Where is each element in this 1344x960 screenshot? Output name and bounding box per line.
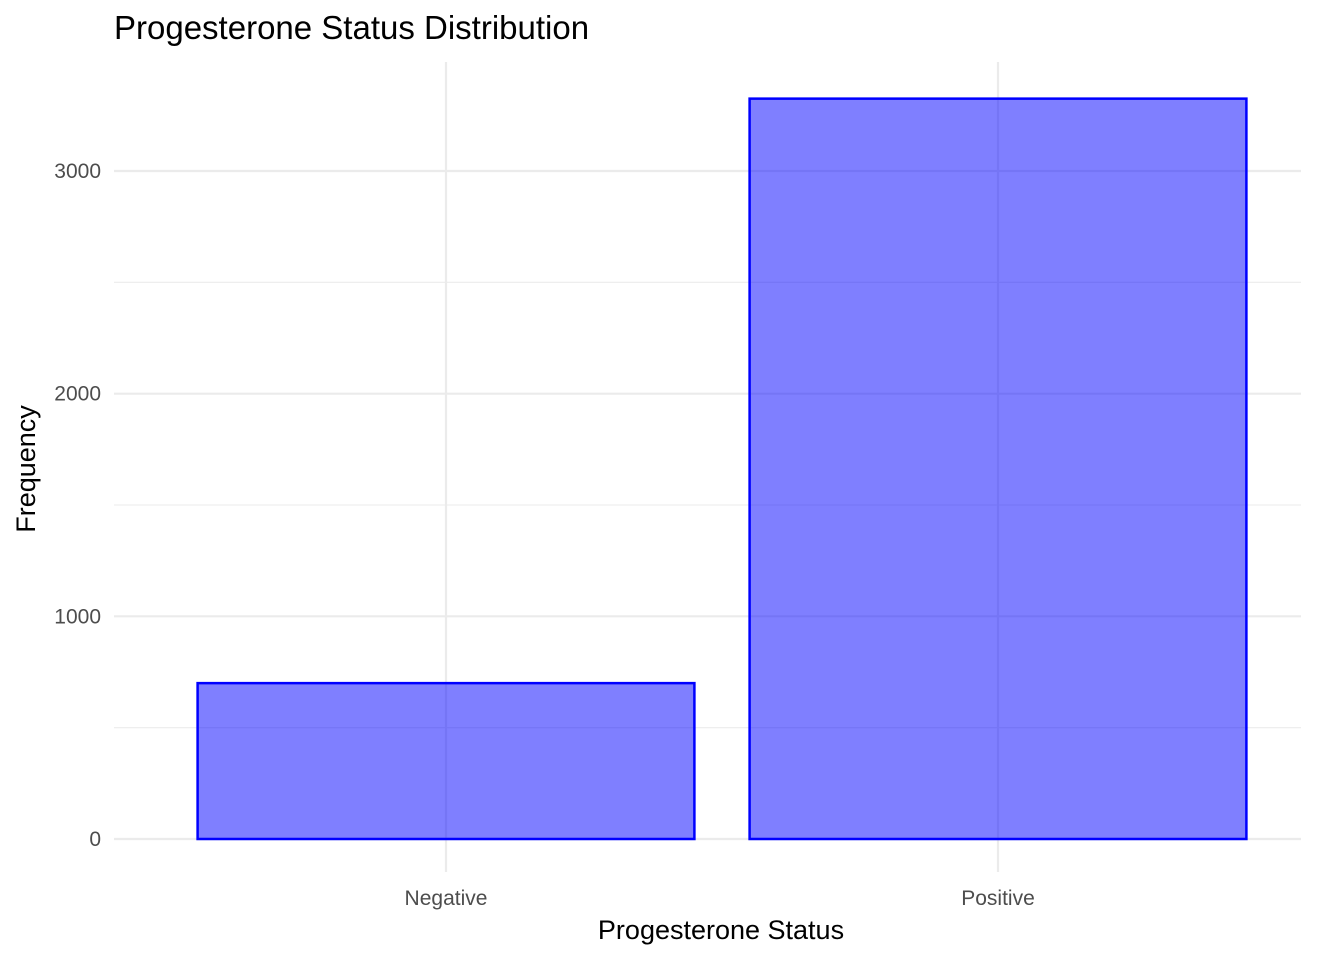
bar-negative	[196, 681, 696, 841]
y-axis-title: Frequency	[11, 405, 41, 533]
x-axis-tick-labels: Negative Positive	[405, 887, 1035, 910]
bar-positive	[748, 97, 1248, 841]
x-tick-label: Positive	[961, 887, 1035, 910]
chart-title: Progesterone Status Distribution	[114, 9, 589, 46]
y-tick-label: 1000	[54, 605, 101, 628]
y-tick-label: 0	[89, 828, 101, 851]
y-axis-tick-labels: 0 1000 2000 3000	[54, 160, 101, 851]
x-tick-label: Negative	[405, 887, 488, 910]
y-tick-label: 2000	[54, 383, 101, 406]
y-tick-label: 3000	[54, 160, 101, 183]
x-axis-title: Progesterone Status	[598, 915, 844, 945]
bars	[196, 97, 1248, 841]
